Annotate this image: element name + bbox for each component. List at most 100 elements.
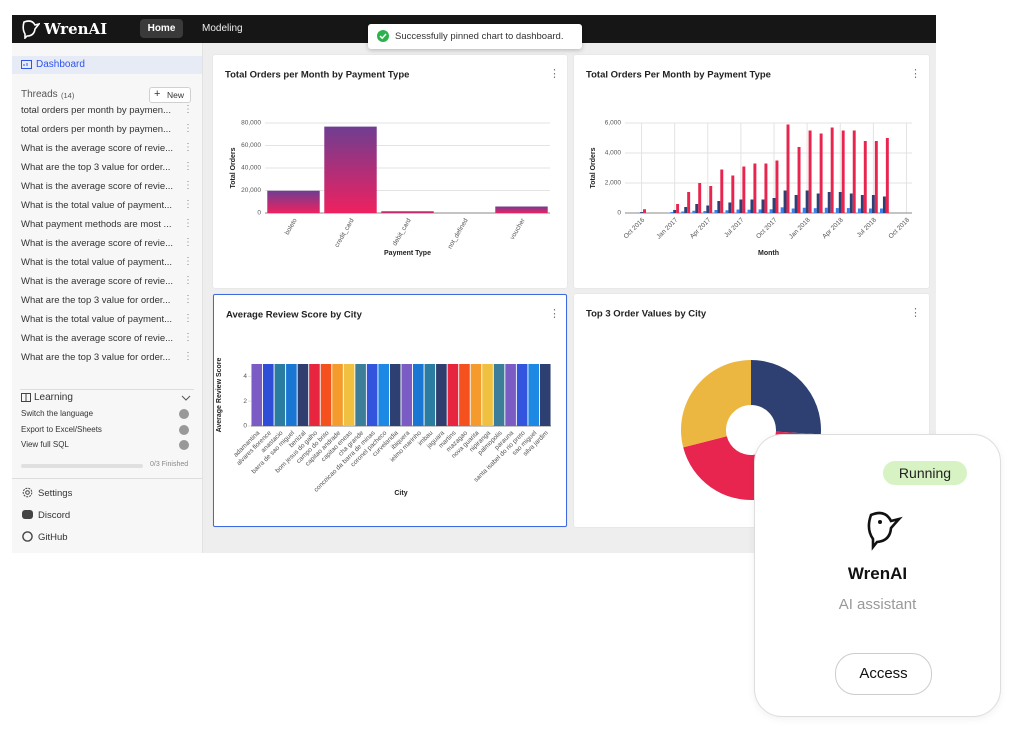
github-link[interactable]: GitHub — [38, 532, 68, 543]
thread-menu[interactable]: ⋮ — [183, 161, 193, 172]
thread-menu[interactable]: ⋮ — [183, 104, 193, 115]
thread-item[interactable]: What are the top 3 value for order... — [21, 162, 171, 173]
y-tick-label: 6,000 — [605, 120, 622, 127]
dashboard-row[interactable] — [12, 56, 202, 74]
learning-title[interactable]: Learning — [34, 392, 73, 403]
thread-item[interactable]: What are the top 3 value for order... — [21, 295, 171, 306]
y-tick-label: 60,000 — [241, 142, 261, 149]
discord-link[interactable]: Discord — [38, 510, 71, 521]
thread-menu[interactable]: ⋮ — [183, 199, 193, 210]
x-tick-label: voucher — [509, 217, 527, 241]
thread-menu[interactable]: ⋮ — [183, 142, 193, 153]
bar — [495, 206, 548, 213]
chart-card[interactable]: Average Review Score by City 0 2 4 Average R… — [213, 294, 567, 527]
learning-item[interactable]: View full SQL — [21, 440, 69, 449]
chart-title: Total Orders per Month by Payment Type — [225, 70, 409, 81]
chart: Total Orders per Month by Payment Type 0 2… — [225, 70, 550, 257]
x-tick-label: Oct 2018 — [887, 216, 911, 240]
bar — [528, 364, 539, 426]
bar — [736, 209, 740, 213]
bar — [791, 208, 795, 213]
bar — [725, 210, 729, 213]
thread-item[interactable]: What are the top 3 value for order... — [21, 352, 171, 363]
bar — [802, 207, 806, 213]
y-tick-label: 20,000 — [241, 187, 261, 194]
chart: Total Orders Per Month by Payment Type Oc… — [586, 70, 912, 257]
thread-item[interactable]: What payment methods are most ... — [21, 219, 172, 230]
y-tick-label: 40,000 — [241, 165, 261, 172]
thread-item[interactable]: What is the total value of payment... — [21, 314, 173, 325]
assistant-subtitle: AI assistant — [838, 596, 917, 613]
thread-item[interactable]: What is the average score of revie... — [21, 333, 174, 344]
sidebar: Dashboard Threads (14) + New total order… — [12, 43, 203, 553]
thread-menu[interactable]: ⋮ — [183, 180, 193, 191]
bar — [808, 130, 812, 213]
nav-home[interactable]: Home — [140, 19, 183, 38]
thread-menu[interactable]: ⋮ — [183, 332, 193, 343]
bar — [764, 163, 768, 213]
thread-item[interactable]: What is the average score of revie... — [21, 238, 174, 249]
card-menu[interactable]: ⋮ — [910, 68, 921, 80]
thread-item[interactable]: What is the average score of revie... — [21, 181, 174, 192]
x-tick-label: Jul 2017 — [723, 216, 746, 239]
thread-menu[interactable]: ⋮ — [183, 218, 193, 229]
bar — [332, 364, 343, 426]
play-icon[interactable] — [179, 409, 189, 419]
bar — [381, 211, 434, 213]
learning-icon — [21, 393, 31, 402]
y-axis-title: Total Orders — [230, 147, 237, 188]
bar — [706, 205, 710, 213]
nav-modeling[interactable]: Modeling — [202, 23, 243, 34]
thread-menu[interactable]: ⋮ — [183, 123, 193, 134]
y-axis-title: Total Orders — [590, 147, 597, 188]
bar — [320, 364, 332, 426]
learning-item[interactable]: Switch the language — [21, 409, 94, 418]
bar — [882, 196, 886, 213]
thread-menu[interactable]: ⋮ — [183, 351, 193, 362]
github-icon — [22, 531, 33, 542]
status-pill: Running — [883, 461, 967, 485]
bar — [459, 364, 470, 426]
learning-item[interactable]: Export to Excel/Sheets — [21, 424, 102, 434]
access-button[interactable]: Access — [835, 653, 932, 695]
y-tick-label: 2 — [243, 398, 247, 405]
bar — [263, 364, 274, 426]
thread-menu[interactable]: ⋮ — [183, 275, 193, 286]
thread-item[interactable]: What is the total value of payment... — [21, 200, 173, 211]
settings-link[interactable]: Settings — [38, 488, 73, 499]
bar — [482, 364, 493, 426]
bar — [879, 208, 883, 213]
thread-menu[interactable]: ⋮ — [183, 294, 193, 305]
bar — [747, 209, 751, 213]
card-menu[interactable]: ⋮ — [910, 307, 921, 319]
chart-card[interactable]: Total Orders per Month by Payment Type 0 2… — [213, 55, 567, 288]
bar — [673, 210, 677, 213]
thread-item[interactable]: What is the average score of revie... — [21, 276, 174, 287]
chart-title: Top 3 Order Values by City — [586, 309, 707, 320]
thread-menu[interactable]: ⋮ — [183, 237, 193, 248]
bar — [355, 364, 366, 426]
bar — [684, 207, 688, 213]
chevron[interactable] — [181, 395, 191, 401]
dashboard-link[interactable]: Dashboard — [36, 59, 85, 70]
bar — [739, 199, 743, 213]
assistant-card: Running WrenAI AI assistant Access — [754, 434, 1001, 717]
app-screenshot: WrenAI Home Modeling Dashboard Threads (… — [12, 15, 936, 553]
play-icon[interactable] — [179, 424, 189, 435]
play-icon[interactable] — [179, 440, 189, 450]
thread-item[interactable]: total orders per month by paymen... — [21, 124, 171, 135]
donut-slice — [681, 360, 751, 448]
card-menu[interactable]: ⋮ — [549, 68, 560, 80]
y-tick-label: 2,000 — [605, 180, 622, 187]
thread-item[interactable]: What is the average score of revie... — [21, 143, 174, 154]
card-menu[interactable]: ⋮ — [549, 308, 560, 320]
bar — [493, 364, 505, 426]
chart-card[interactable]: Total Orders Per Month by Payment Type Oc… — [574, 55, 929, 288]
thread-menu[interactable]: ⋮ — [183, 256, 193, 267]
new-button[interactable]: + New — [149, 87, 191, 103]
bar — [424, 364, 436, 426]
thread-item[interactable]: What is the total value of payment... — [21, 257, 173, 268]
thread-menu[interactable]: ⋮ — [183, 313, 193, 324]
bar — [750, 199, 754, 213]
thread-item[interactable]: total orders per month by paymen... — [21, 105, 171, 116]
